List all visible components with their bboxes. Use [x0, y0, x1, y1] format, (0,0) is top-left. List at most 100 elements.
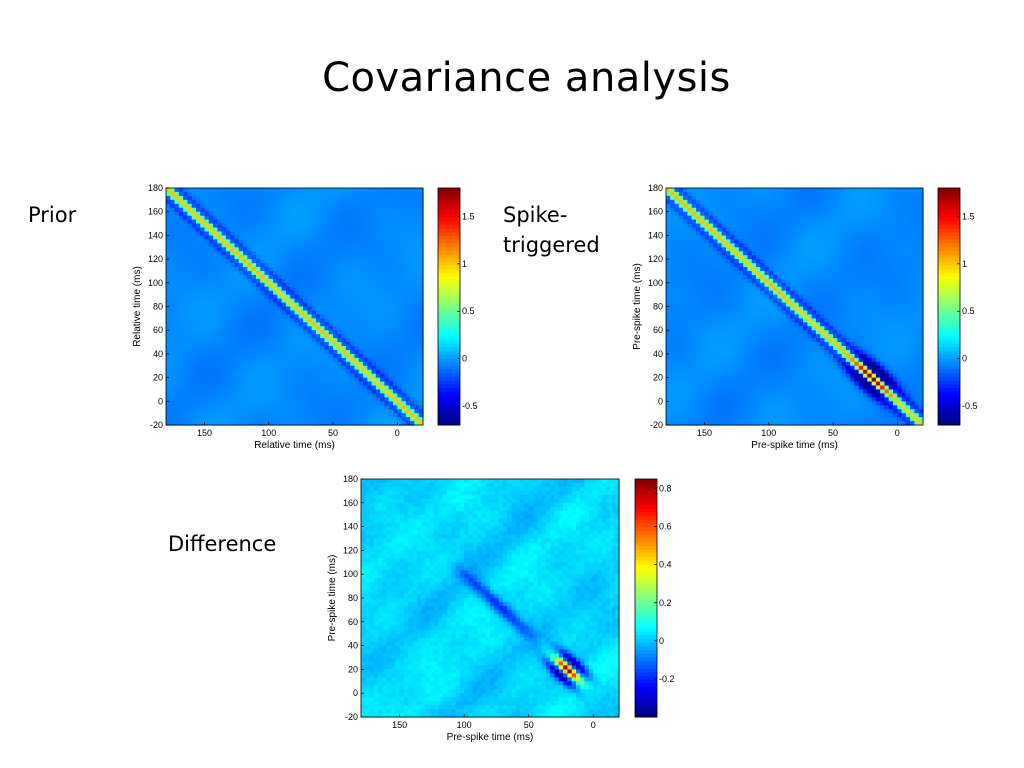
- heatmap-cell: [414, 409, 420, 414]
- heatmap-cell: [225, 381, 231, 387]
- heatmap-cell: [260, 409, 266, 414]
- heatmap-cell: [358, 365, 364, 371]
- heatmap-cell: [738, 346, 744, 351]
- heatmap-cell: [315, 334, 321, 339]
- heatmap-cell: [268, 306, 274, 312]
- heatmap-cell: [751, 219, 757, 225]
- heatmap-cell: [251, 310, 257, 315]
- heatmap-cell: [700, 357, 706, 363]
- heatmap-cell: [281, 381, 287, 387]
- heatmap-cell: [230, 267, 236, 272]
- heatmap-cell: [350, 302, 356, 308]
- heatmap-cell: [388, 195, 394, 201]
- heatmap-cell: [243, 314, 248, 319]
- heatmap-cell: [717, 259, 723, 264]
- heatmap-cell: [375, 223, 381, 229]
- heatmap-cell: [717, 274, 723, 280]
- heatmap-cell: [700, 421, 706, 426]
- heatmap-cell: [183, 330, 189, 335]
- heatmap-cell: [410, 255, 416, 260]
- heatmap-cell: [170, 199, 176, 205]
- heatmap-cell: [691, 342, 697, 347]
- heatmap-cell: [328, 199, 334, 205]
- heatmap-cell: [730, 353, 736, 359]
- heatmap-cell: [303, 195, 308, 201]
- heatmap-cell: [666, 338, 671, 343]
- heatmap-cell: [290, 223, 296, 229]
- heatmap-cell: [691, 259, 697, 264]
- heatmap-cell: [687, 219, 693, 225]
- heatmap-cell: [213, 199, 218, 205]
- heatmap-cell: [700, 263, 706, 268]
- heatmap-cell: [384, 203, 390, 209]
- heatmap-cell: [674, 353, 680, 359]
- heatmap-cell: [704, 306, 710, 312]
- heatmap-cell: [174, 421, 180, 426]
- heatmap-cell: [183, 393, 189, 398]
- heatmap-cell: [273, 243, 278, 248]
- heatmap-cell: [388, 318, 394, 323]
- heatmap-cell: [320, 330, 326, 335]
- heatmap-cell: [178, 381, 184, 387]
- heatmap-cell: [717, 294, 723, 300]
- heatmap-cell: [345, 278, 351, 284]
- heatmap-cell: [191, 290, 197, 296]
- heatmap-cell: [303, 322, 308, 327]
- heatmap-cell: [234, 349, 240, 355]
- heatmap-cell: [388, 397, 394, 402]
- heatmap-cell: [311, 349, 317, 355]
- heatmap-cell: [230, 294, 236, 300]
- heatmap-cell: [320, 215, 326, 221]
- heatmap-cell: [277, 401, 283, 406]
- heatmap-cell: [277, 278, 283, 284]
- heatmap-cell: [730, 247, 736, 252]
- heatmap-cell: [704, 421, 710, 426]
- heatmap-cell: [713, 334, 718, 339]
- heatmap-cell: [281, 239, 287, 244]
- heatmap-cell: [285, 215, 291, 221]
- heatmap-cell: [743, 381, 748, 387]
- heatmap-cell: [217, 318, 223, 323]
- heatmap-cell: [350, 397, 356, 402]
- heatmap-cell: [247, 326, 253, 331]
- heatmap-cell: [410, 397, 416, 402]
- heatmap-cell: [410, 259, 416, 264]
- heatmap-cell: [260, 274, 266, 280]
- heatmap-cell: [311, 207, 317, 213]
- heatmap-cell: [166, 381, 171, 387]
- heatmap-cell: [195, 342, 201, 347]
- heatmap-cell: [683, 322, 689, 327]
- heatmap-cell: [743, 219, 748, 225]
- colorbar-segment: [438, 280, 460, 285]
- heatmap-cell: [268, 346, 274, 351]
- colorbar-tick-label: -0.5: [462, 401, 478, 411]
- heatmap-cell: [747, 255, 753, 260]
- heatmap-cell: [217, 389, 223, 394]
- heatmap-cell: [358, 263, 364, 268]
- heatmap-cell: [350, 318, 356, 323]
- heatmap-cell: [251, 251, 257, 256]
- heatmap-cell: [380, 215, 386, 221]
- heatmap-cell: [191, 274, 197, 280]
- heatmap-cell: [315, 263, 321, 268]
- heatmap-cell: [277, 409, 283, 414]
- heatmap-cell: [298, 211, 304, 217]
- heatmap-cell: [277, 361, 283, 367]
- heatmap-cell: [388, 223, 394, 229]
- heatmap-cell: [221, 322, 227, 327]
- heatmap-cell: [683, 353, 689, 359]
- heatmap-cell: [208, 243, 214, 248]
- heatmap-cell: [195, 282, 201, 288]
- heatmap-cell: [747, 361, 753, 367]
- heatmap-cell: [713, 215, 718, 221]
- heatmap-cell: [315, 338, 321, 343]
- heatmap-cell: [178, 330, 184, 335]
- heatmap-cell: [713, 243, 718, 248]
- heatmap-cell: [187, 227, 193, 233]
- heatmap-cell: [700, 231, 706, 236]
- heatmap-cell: [303, 393, 308, 398]
- heatmap-cell: [195, 389, 201, 394]
- y-tick-label: 60: [153, 325, 163, 335]
- heatmap-cell: [418, 330, 424, 335]
- heatmap-cell: [704, 243, 710, 248]
